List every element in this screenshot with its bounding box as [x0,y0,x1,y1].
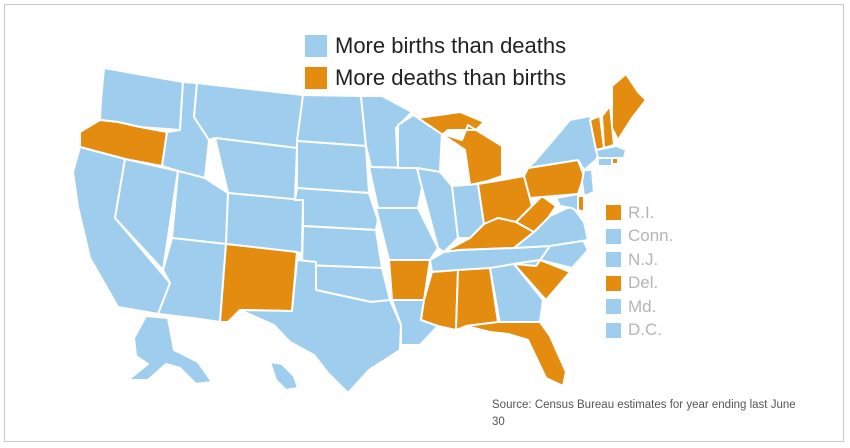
small-state-label: Del. [628,273,659,293]
legend-swatch-deaths [305,67,327,89]
legend-swatch-births [305,35,327,57]
small-state-label: R.I. [628,202,655,222]
state-TX [239,259,402,394]
small-state-item: N.J. [606,248,673,272]
state-IL [416,167,459,253]
small-state-item: Conn. [606,225,673,249]
small-states-key: R.I. Conn. N.J. Del. Md. D.C. [606,201,673,342]
small-state-item: Del. [606,272,673,296]
state-FL [465,321,567,387]
small-state-item: Md. [606,295,673,319]
state-AK [127,315,213,385]
source-note: Source: Census Bureau estimates for year… [492,399,796,428]
state-ND [296,94,367,147]
state-ME [611,73,647,141]
legend-label-births: More births than deaths [335,33,567,58]
small-state-label: N.J. [628,249,659,269]
state-NJ [581,169,595,197]
small-state-swatch [606,205,621,221]
legend-item-births: More births than deaths [305,30,566,62]
state-IA [368,166,423,209]
legend-label-deaths: More deaths than births [335,65,567,90]
state-HI [269,361,299,391]
small-state-swatch [606,299,621,315]
state-CT [597,157,613,167]
state-AZ [157,237,227,323]
small-state-label: Conn. [628,226,674,246]
state-CO [225,192,304,254]
small-state-label: D.C. [628,320,662,340]
legend-item-deaths: More deaths than births [305,62,566,94]
state-MD [555,193,579,213]
state-SD [296,140,370,194]
small-state-swatch [606,252,621,268]
legend: More births than deaths More deaths than… [305,30,566,94]
small-state-swatch [606,228,621,244]
state-NY [527,115,601,171]
state-GA [489,263,544,325]
state-UT [171,170,229,245]
state-RI [611,157,619,165]
state-NE [294,187,379,231]
small-state-item: R.I. [606,201,673,225]
small-state-swatch [606,275,621,291]
small-state-swatch [606,322,621,338]
state-MT [193,82,304,149]
small-state-item: D.C. [606,319,673,343]
state-AR [388,259,431,301]
state-MA [595,145,627,159]
small-state-label: Md. [628,296,657,316]
state-WY [214,137,298,201]
state-WV [515,195,557,233]
